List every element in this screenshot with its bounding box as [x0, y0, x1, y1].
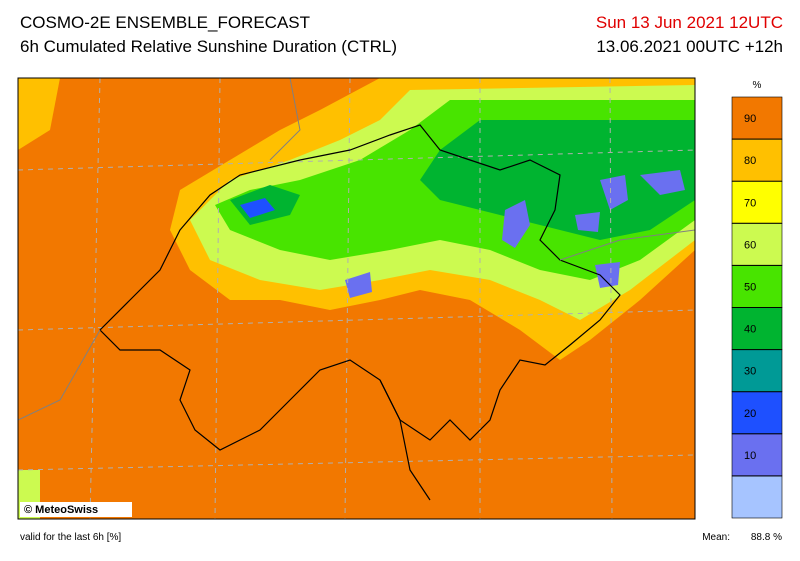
colorbar-swatch: [731, 265, 783, 308]
colorbar-tick-label: 40: [744, 324, 756, 336]
valid-time: Sun 13 Jun 2021 12UTC: [596, 13, 783, 32]
footer-note: valid for the last 6h [%]: [20, 532, 121, 543]
colorbar-swatch: [731, 433, 783, 477]
credit: © MeteoSwiss: [24, 504, 98, 516]
colorbar-swatch: [731, 180, 783, 224]
colorbar-swatch: [731, 223, 783, 266]
colorbar-tick-label: 60: [744, 239, 756, 251]
colorbar-tick-label: 90: [744, 113, 756, 125]
colorbar-swatch: [731, 96, 783, 140]
run-time: 13.06.2021 00UTC +12h: [596, 37, 783, 56]
country-outline: [18, 78, 695, 421]
map-frame: [17, 77, 696, 520]
colorbar-swatch: [731, 138, 783, 182]
mean-label: Mean:: [702, 532, 730, 543]
colorbar-tick-label: 50: [744, 281, 756, 293]
colorbar-tick-label: 30: [744, 366, 756, 378]
colorbar-unit: %: [753, 80, 762, 91]
map: © MeteoSwiss: [17, 77, 696, 520]
title: COSMO-2E ENSEMBLE_FORECAST: [20, 13, 310, 32]
colorbar-tick-label: 80: [744, 155, 756, 167]
colorbar-tick-label: 20: [744, 408, 756, 420]
mean-value: 88.8 %: [751, 532, 782, 543]
credit-box: [20, 502, 132, 517]
colorbar-swatch: [731, 307, 783, 350]
colorbar-swatch: [731, 475, 783, 519]
colorbar: % 10 20 30 40 50 60 70 80 90: [731, 80, 783, 519]
colorbar-tick-label: 70: [744, 197, 756, 209]
sunshine-field: [18, 78, 695, 519]
borders: [99, 124, 621, 501]
colorbar-swatch: [731, 349, 783, 393]
colorbar-tick-label: 10: [744, 450, 756, 462]
graticule: [18, 78, 695, 519]
subtitle: 6h Cumulated Relative Sunshine Duration …: [20, 37, 397, 56]
colorbar-swatch: [731, 391, 783, 435]
